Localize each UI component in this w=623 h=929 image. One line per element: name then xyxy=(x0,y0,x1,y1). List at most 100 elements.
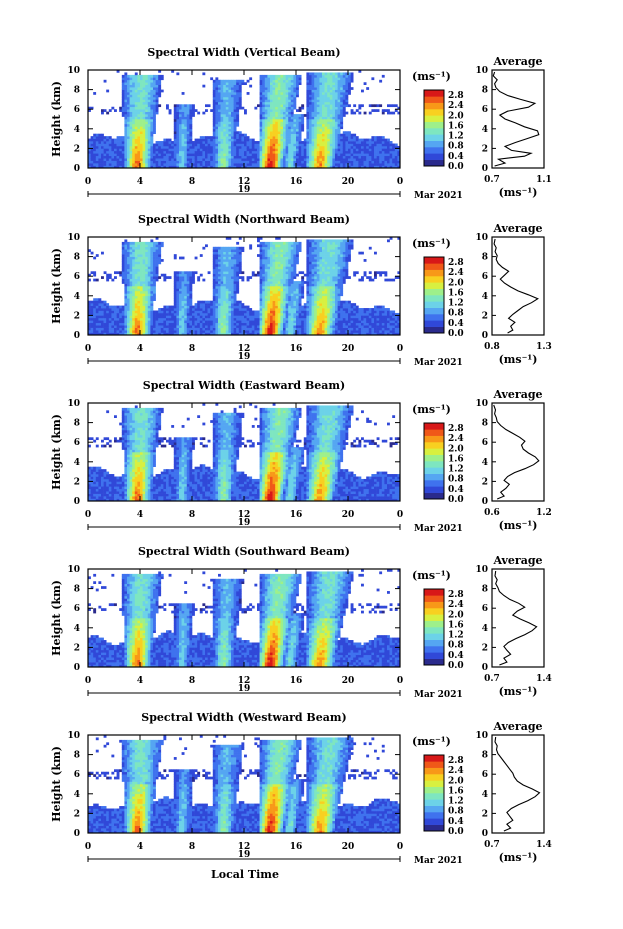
heatmap-cell xyxy=(280,153,284,157)
heatmap-cell xyxy=(168,332,172,335)
heatmap-cell xyxy=(179,136,182,139)
heatmap-cell xyxy=(303,138,307,142)
heatmap-cell xyxy=(147,84,151,88)
heatmap-cell xyxy=(106,320,110,324)
heatmap-cell xyxy=(173,136,177,139)
heatmap-cell xyxy=(179,281,182,284)
heatmap-cell xyxy=(277,128,281,132)
heatmap-cell xyxy=(264,322,268,326)
heatmap-cell xyxy=(184,111,188,115)
heatmap-cell xyxy=(244,111,247,115)
heatmap-cell xyxy=(225,237,229,240)
heatmap-cell xyxy=(186,327,190,331)
heatmap-cell xyxy=(272,158,276,161)
heatmap-cell xyxy=(306,160,310,164)
heatmap-cell xyxy=(176,305,180,309)
heatmap-cell xyxy=(145,150,149,154)
heatmap-cell xyxy=(223,121,227,125)
heatmap-cell xyxy=(147,246,151,250)
heatmap-cell xyxy=(186,281,190,284)
heatmap-cell xyxy=(142,145,146,149)
heatmap-cell xyxy=(306,116,310,120)
heatmap-cell xyxy=(262,119,266,122)
heatmap-cell xyxy=(171,70,175,73)
heatmap-cell xyxy=(210,310,214,314)
heatmap-cell xyxy=(225,286,229,289)
heatmap-cell xyxy=(225,246,229,250)
heatmap-cell xyxy=(202,148,206,152)
heatmap-cell xyxy=(212,310,216,314)
heatmap-cell xyxy=(231,126,234,130)
heatmap-cell xyxy=(228,310,232,314)
heatmap-cell xyxy=(324,165,328,168)
heatmap-cell xyxy=(264,150,268,154)
heatmap-cell xyxy=(319,77,323,81)
heatmap-cell xyxy=(225,114,229,117)
heatmap-cell xyxy=(238,256,242,260)
heatmap-cell xyxy=(270,128,273,132)
heatmap-cell xyxy=(207,310,211,314)
heatmap-cell xyxy=(220,96,224,100)
heatmap-cell xyxy=(257,254,260,257)
heatmap-cell xyxy=(340,106,344,110)
heatmap-cell xyxy=(262,276,266,279)
heatmap-cell xyxy=(132,74,136,78)
heatmap-cell xyxy=(249,148,253,152)
heatmap-cell xyxy=(129,155,133,159)
heatmap-cell xyxy=(223,155,227,159)
heatmap-cell xyxy=(119,165,123,168)
heatmap-cell xyxy=(275,74,279,78)
heatmap-cell xyxy=(153,155,156,159)
heatmap-cell xyxy=(249,163,253,166)
heatmap-cell xyxy=(316,101,320,105)
heatmap-cell xyxy=(129,106,133,110)
heatmap-cell xyxy=(111,141,115,144)
heatmap-cell xyxy=(158,254,162,257)
heatmap-cell xyxy=(127,300,130,304)
heatmap-cell xyxy=(88,327,91,331)
heatmap-cell xyxy=(150,261,154,265)
heatmap-cell xyxy=(327,114,331,117)
heatmap-cell xyxy=(181,327,185,331)
heatmap-cell xyxy=(93,325,97,328)
heatmap-cell xyxy=(238,138,242,142)
heatmap-cell xyxy=(158,94,162,98)
heatmap-cell xyxy=(98,320,102,324)
heatmap-cell xyxy=(262,254,266,257)
heatmap-cell xyxy=(134,101,138,105)
heatmap-cell xyxy=(267,114,271,117)
heatmap-cell xyxy=(179,116,182,120)
heatmap-cell xyxy=(329,138,333,142)
heatmap-cell xyxy=(262,288,266,292)
heatmap-cell xyxy=(322,89,325,93)
heatmap-cell xyxy=(153,315,156,319)
heatmap-cell xyxy=(236,303,240,306)
heatmap-cell xyxy=(134,141,138,144)
heatmap-cell xyxy=(267,138,271,142)
heatmap-cell xyxy=(238,320,242,324)
heatmap-cell xyxy=(270,165,273,168)
heatmap-cell xyxy=(329,163,333,166)
heatmap-cell xyxy=(153,145,156,149)
heatmap-cell xyxy=(218,308,221,311)
heatmap-cell xyxy=(106,322,110,326)
heatmap-cell xyxy=(246,278,250,282)
heatmap-cell xyxy=(233,82,237,85)
heatmap-cell xyxy=(371,143,375,147)
heatmap-cell xyxy=(189,138,193,142)
heatmap-cell xyxy=(176,286,180,289)
average-x-tick-label: 1.1 xyxy=(536,175,552,185)
heatmap-cell xyxy=(267,266,271,270)
heatmap-cell xyxy=(311,101,315,105)
heatmap-cell xyxy=(132,303,136,306)
heatmap-cell xyxy=(119,312,123,316)
heatmap-cell xyxy=(270,160,273,164)
heatmap-cell xyxy=(181,303,185,306)
heatmap-cell xyxy=(335,89,338,93)
heatmap-cell xyxy=(145,325,149,328)
heatmap-cell xyxy=(95,145,99,149)
heatmap-cell xyxy=(316,131,320,134)
heatmap-cell xyxy=(101,148,104,152)
heatmap-cell xyxy=(124,249,128,252)
heatmap-cell xyxy=(259,266,263,270)
